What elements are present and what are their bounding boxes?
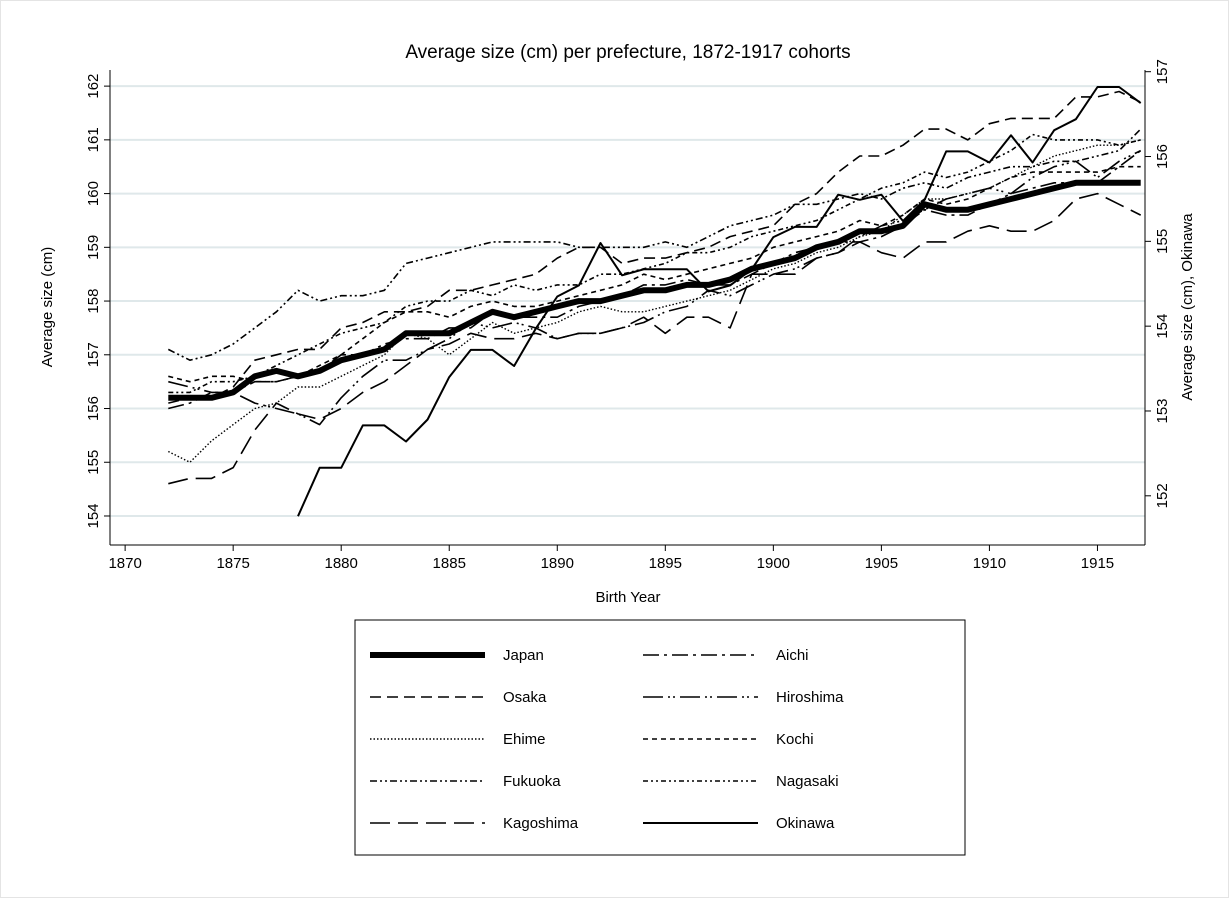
chart-title: Average size (cm) per prefecture, 1872-1… (405, 42, 850, 63)
legend-label: Kochi (776, 731, 814, 748)
x-tick-label: 1895 (649, 555, 682, 572)
legend-label: Aichi (776, 647, 809, 664)
y-tick-label: 157 (85, 342, 102, 367)
legend-box (354, 619, 966, 856)
legend-label: Ehime (503, 731, 546, 748)
x-tick-label: 1885 (433, 555, 466, 572)
x-tick-label: 1900 (757, 555, 790, 572)
y2-tick-label: 152 (1154, 483, 1171, 508)
y2-tick-label: 155 (1154, 229, 1171, 254)
legend-label: Kagoshima (503, 815, 579, 832)
x-tick-label: 1910 (973, 555, 1006, 572)
series-line (168, 179, 1141, 401)
series-line (297, 86, 1142, 517)
y-tick-label: 162 (85, 74, 102, 99)
y-tick-label: 158 (85, 289, 102, 314)
y-tick-label: 160 (85, 181, 102, 206)
y-tick-label: 159 (85, 235, 102, 260)
x-tick-label: 1890 (541, 555, 574, 572)
x-tick-label: 1880 (325, 555, 358, 572)
series-line (168, 90, 1142, 404)
legend-label: Okinawa (776, 815, 835, 832)
y-tick-label: 156 (85, 396, 102, 421)
y2-tick-label: 156 (1154, 144, 1171, 169)
series-line (168, 149, 1142, 426)
x-tick-label: 1875 (216, 555, 249, 572)
y2-tick-label: 154 (1154, 314, 1171, 339)
y-tick-label: 154 (85, 503, 102, 528)
y-tick-label: 161 (85, 127, 102, 152)
legend-label: Japan (503, 647, 544, 664)
y2-axis-label: Average size (cm), Okinawa (1179, 213, 1196, 401)
series-line (167, 128, 1142, 361)
series-line (168, 165, 1141, 383)
legend-label: Osaka (503, 689, 547, 706)
x-axis-label: Birth Year (595, 589, 660, 606)
series-line (168, 149, 1142, 410)
x-tick-label: 1905 (865, 555, 898, 572)
series-line (168, 192, 1142, 485)
legend-label: Hiroshima (776, 689, 844, 706)
legend-label: Fukuoka (503, 773, 561, 790)
legend-label: Nagasaki (776, 773, 839, 790)
series-line (168, 133, 1141, 394)
x-tick-label: 1915 (1081, 555, 1114, 572)
y2-tick-label: 157 (1154, 59, 1171, 84)
y-axis-label: Average size (cm) (39, 247, 56, 368)
x-tick-label: 1870 (108, 555, 141, 572)
y-tick-label: 155 (85, 450, 102, 475)
y2-tick-label: 153 (1154, 398, 1171, 423)
